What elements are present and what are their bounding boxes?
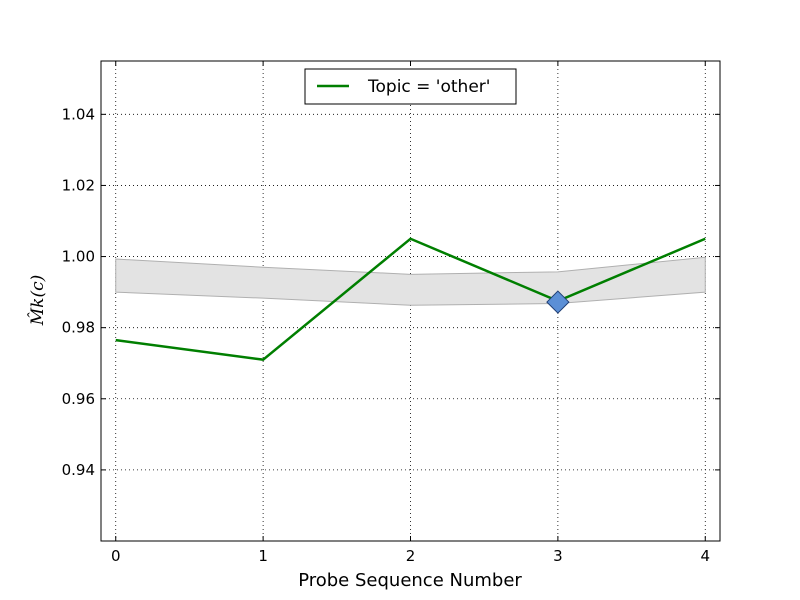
x-tick-label: 2 xyxy=(406,547,416,565)
y-tick-label: 1.02 xyxy=(62,176,95,194)
y-tick-label: 0.96 xyxy=(62,390,95,408)
x-tick-label: 3 xyxy=(553,547,563,565)
legend: Topic = 'other' xyxy=(304,68,517,105)
x-axis-label: Probe Sequence Number xyxy=(298,570,522,591)
series-line xyxy=(115,237,706,361)
x-tick-label: 1 xyxy=(258,547,268,565)
x-tick-label: 4 xyxy=(700,547,710,565)
y-axis-label: M̂k(c) xyxy=(28,275,48,327)
band-layer xyxy=(115,256,706,306)
y-tick-label: 0.94 xyxy=(62,461,95,479)
y-tick-label: 1.00 xyxy=(62,248,95,266)
x-tick-label: 0 xyxy=(111,547,121,565)
line-layer xyxy=(115,237,706,361)
y-tick-label: 1.04 xyxy=(62,105,95,123)
legend-entry: Topic = 'other' xyxy=(367,77,490,97)
y-tick-label: 0.98 xyxy=(62,319,95,337)
confidence-band xyxy=(115,256,706,306)
tick-layer: 0 1 2 3 4 0.94 0.96 0.98 1.00 1.02 1.04 xyxy=(62,61,720,565)
marker-layer xyxy=(546,290,570,314)
diamond-marker xyxy=(546,290,570,314)
